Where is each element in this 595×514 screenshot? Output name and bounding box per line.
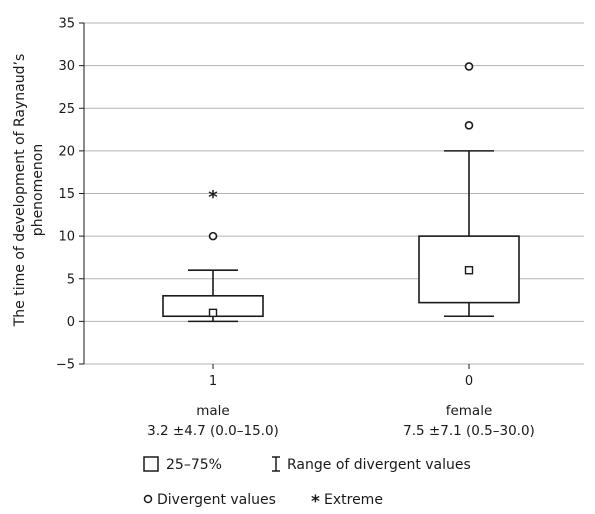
y-tick-label: 25	[58, 102, 75, 117]
x-tick-label: 0	[465, 374, 473, 389]
y-axis: −5 0 5 10 15 20 25 30 35	[56, 17, 85, 373]
legend: 25–75% Range of divergent values Diverge…	[143, 456, 471, 512]
y-tick-label: 10	[58, 230, 75, 245]
x-tick-label: 1	[209, 374, 217, 389]
y-tick-label: 15	[58, 187, 75, 202]
group-stats: 3.2 ±4.7 (0.0–15.0)	[147, 423, 279, 439]
group-label: male	[196, 403, 229, 419]
y-tick-label: 30	[58, 59, 75, 74]
y-axis-label-line-2: phenomenon	[30, 144, 46, 236]
legend-box-icon	[143, 456, 159, 472]
y-axis-label-line-1: The time of development of Raynaud’s	[12, 54, 28, 328]
y-tick-label: 0	[67, 315, 75, 330]
median-marker	[208, 308, 218, 318]
box-male: *	[162, 187, 264, 323]
group-label: female	[446, 403, 493, 419]
legend-divergent-label: Divergent values	[157, 492, 276, 508]
divergent-point	[464, 62, 474, 71]
divergent-point	[208, 231, 218, 241]
legend-range-icon	[272, 456, 280, 472]
divergent-point	[464, 121, 474, 130]
group-stats: 7.5 ±7.1 (0.5–30.0)	[403, 423, 535, 439]
plot-area: *	[162, 62, 520, 323]
y-tick-label: 5	[67, 272, 75, 287]
y-tick-label: −5	[56, 358, 75, 373]
box-female	[418, 62, 520, 318]
median-marker	[464, 266, 474, 275]
y-tick-label: 20	[58, 144, 75, 159]
y-tick-label: 35	[58, 17, 75, 32]
x-axis: 1 male 3.2 ±4.7 (0.0–15.0) 0 female 7.5 ±7.1 …	[147, 364, 535, 439]
legend-box-label: 25–75%	[166, 457, 222, 473]
extreme-point: *	[208, 187, 218, 208]
legend-extreme-label: Extreme	[324, 492, 383, 508]
legend-extreme-icon: *	[311, 492, 320, 512]
grid-lines	[84, 22, 584, 365]
legend-range-label: Range of divergent values	[287, 457, 471, 473]
legend-divergent-icon	[143, 494, 153, 504]
